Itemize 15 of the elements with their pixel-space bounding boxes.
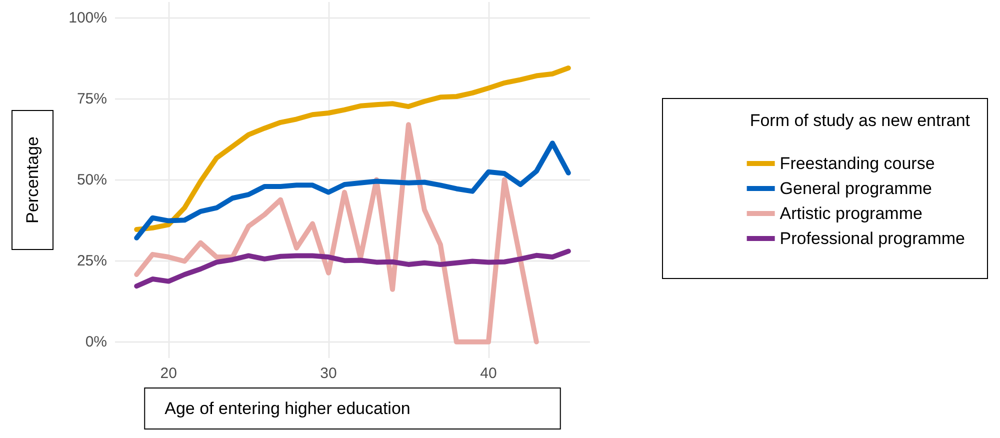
legend-title: Form of study as new entrant xyxy=(750,111,970,130)
y-tick-label: 75% xyxy=(76,90,107,108)
legend-label: Freestanding course xyxy=(780,154,935,173)
legend-label: General programme xyxy=(780,179,932,198)
x-axis-title: Age of entering higher education xyxy=(164,399,410,418)
legend-label: Artistic programme xyxy=(780,204,922,223)
y-tick-label: 25% xyxy=(76,252,107,270)
legend-label: Professional programme xyxy=(780,229,966,248)
y-axis-title: Percentage xyxy=(23,136,42,224)
y-tick-label: 50% xyxy=(76,172,107,188)
x-tick-label: 30 xyxy=(320,365,337,382)
y-tick-label: 0% xyxy=(85,333,107,350)
x-tick-label: 20 xyxy=(160,365,177,382)
y-tick-label: 100% xyxy=(68,10,107,27)
x-tick-label: 40 xyxy=(480,365,497,382)
